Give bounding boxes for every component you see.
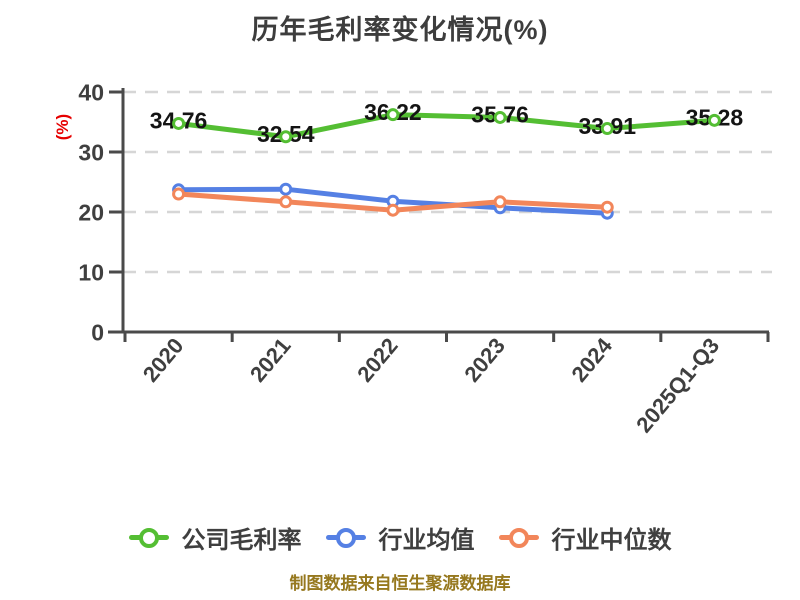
svg-text:2022: 2022: [352, 333, 403, 387]
legend-marker-industry-average-icon: [325, 526, 366, 550]
legend: 公司毛利率 行业均值 行业中位数: [0, 520, 800, 555]
legend-label-company-gross-margin: 公司毛利率: [181, 527, 302, 554]
legend-label-industry-average: 行业均值: [378, 527, 475, 554]
svg-text:2025Q1-Q3: 2025Q1-Q3: [631, 333, 724, 437]
svg-text:2021: 2021: [245, 333, 296, 387]
svg-text:10: 10: [78, 259, 104, 285]
x-tick-labels: 2020 2021 2022 2023 2024 2025Q1-Q3: [138, 333, 724, 438]
legend-item-company-gross-margin: 公司毛利率: [128, 520, 302, 555]
chart-title: 历年毛利率变化情况(%): [251, 15, 549, 45]
axes: [108, 88, 770, 342]
y-tick-labels: 0 10 20 30 40: [78, 79, 104, 345]
legend-label-industry-median: 行业中位数: [551, 527, 672, 554]
svg-text:40: 40: [78, 79, 104, 105]
legend-marker-industry-median-icon: [498, 526, 539, 550]
svg-text:2024: 2024: [566, 333, 617, 387]
series-markers-industry-median: [172, 187, 614, 217]
legend-marker-company-gross-margin-icon: [128, 526, 169, 550]
svg-text:2020: 2020: [138, 333, 189, 387]
footer-source-note: 制图数据来自恒生聚源数据库: [289, 574, 511, 593]
legend-item-industry-average: 行业均值: [325, 520, 475, 555]
series-line-company-gross-margin: [176, 112, 717, 140]
svg-text:2023: 2023: [459, 333, 510, 387]
svg-text:20: 20: [78, 199, 104, 225]
svg-text:30: 30: [78, 139, 104, 165]
series-markers-company-gross-margin: [172, 108, 721, 144]
gridlines: [123, 90, 772, 274]
svg-text:0: 0: [91, 319, 104, 345]
legend-item-industry-median: 行业中位数: [498, 520, 672, 555]
